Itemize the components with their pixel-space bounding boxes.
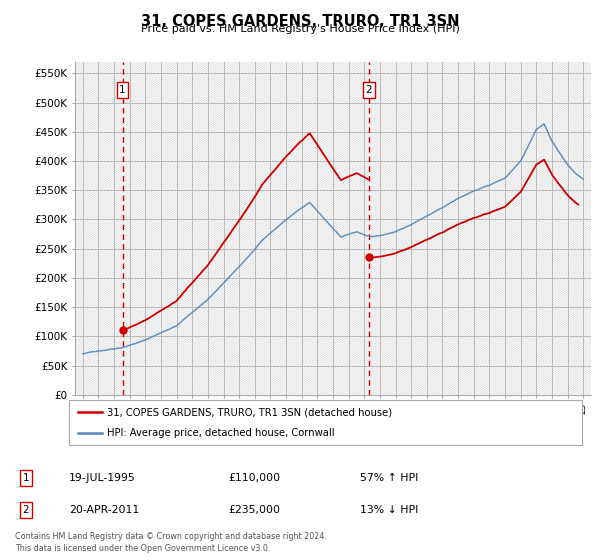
Text: £235,000: £235,000 [228,505,280,515]
Text: Contains HM Land Registry data © Crown copyright and database right 2024.
This d: Contains HM Land Registry data © Crown c… [15,533,327,553]
Text: 57% ↑ HPI: 57% ↑ HPI [360,473,418,483]
Text: 20-APR-2011: 20-APR-2011 [69,505,139,515]
Text: £110,000: £110,000 [228,473,280,483]
Text: 2: 2 [22,505,29,515]
Text: 1: 1 [119,85,126,95]
Text: 31, COPES GARDENS, TRURO, TR1 3SN (detached house): 31, COPES GARDENS, TRURO, TR1 3SN (detac… [107,408,392,418]
Text: 31, COPES GARDENS, TRURO, TR1 3SN: 31, COPES GARDENS, TRURO, TR1 3SN [141,14,459,29]
FancyBboxPatch shape [69,400,582,445]
Text: 13% ↓ HPI: 13% ↓ HPI [360,505,418,515]
Text: 19-JUL-1995: 19-JUL-1995 [69,473,136,483]
Text: HPI: Average price, detached house, Cornwall: HPI: Average price, detached house, Corn… [107,428,335,438]
Text: 1: 1 [22,473,29,483]
Text: Price paid vs. HM Land Registry's House Price Index (HPI): Price paid vs. HM Land Registry's House … [140,24,460,34]
Text: 2: 2 [365,85,372,95]
